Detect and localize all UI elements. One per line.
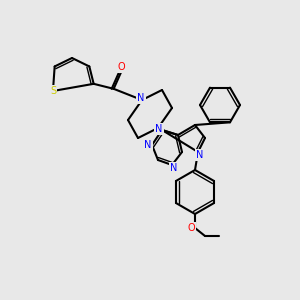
Text: N: N bbox=[196, 150, 204, 160]
Text: N: N bbox=[137, 93, 145, 103]
Text: O: O bbox=[187, 223, 195, 233]
Text: N: N bbox=[155, 124, 163, 134]
Text: N: N bbox=[144, 140, 152, 150]
Text: N: N bbox=[170, 163, 178, 173]
Text: S: S bbox=[50, 86, 56, 96]
Text: O: O bbox=[118, 62, 125, 72]
